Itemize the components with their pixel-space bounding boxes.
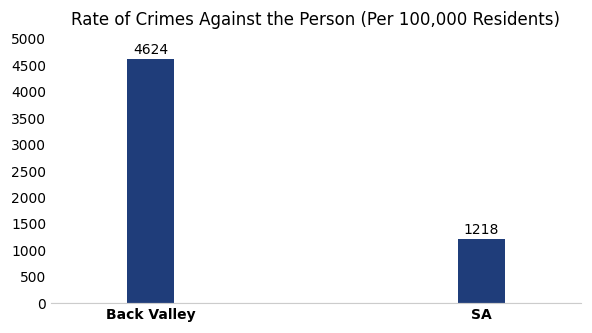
Text: 1218: 1218 — [464, 222, 499, 237]
Bar — [458, 239, 505, 303]
Text: 4624: 4624 — [133, 43, 168, 57]
Title: Rate of Crimes Against the Person (Per 100,000 Residents): Rate of Crimes Against the Person (Per 1… — [72, 11, 561, 29]
Bar — [127, 59, 173, 303]
